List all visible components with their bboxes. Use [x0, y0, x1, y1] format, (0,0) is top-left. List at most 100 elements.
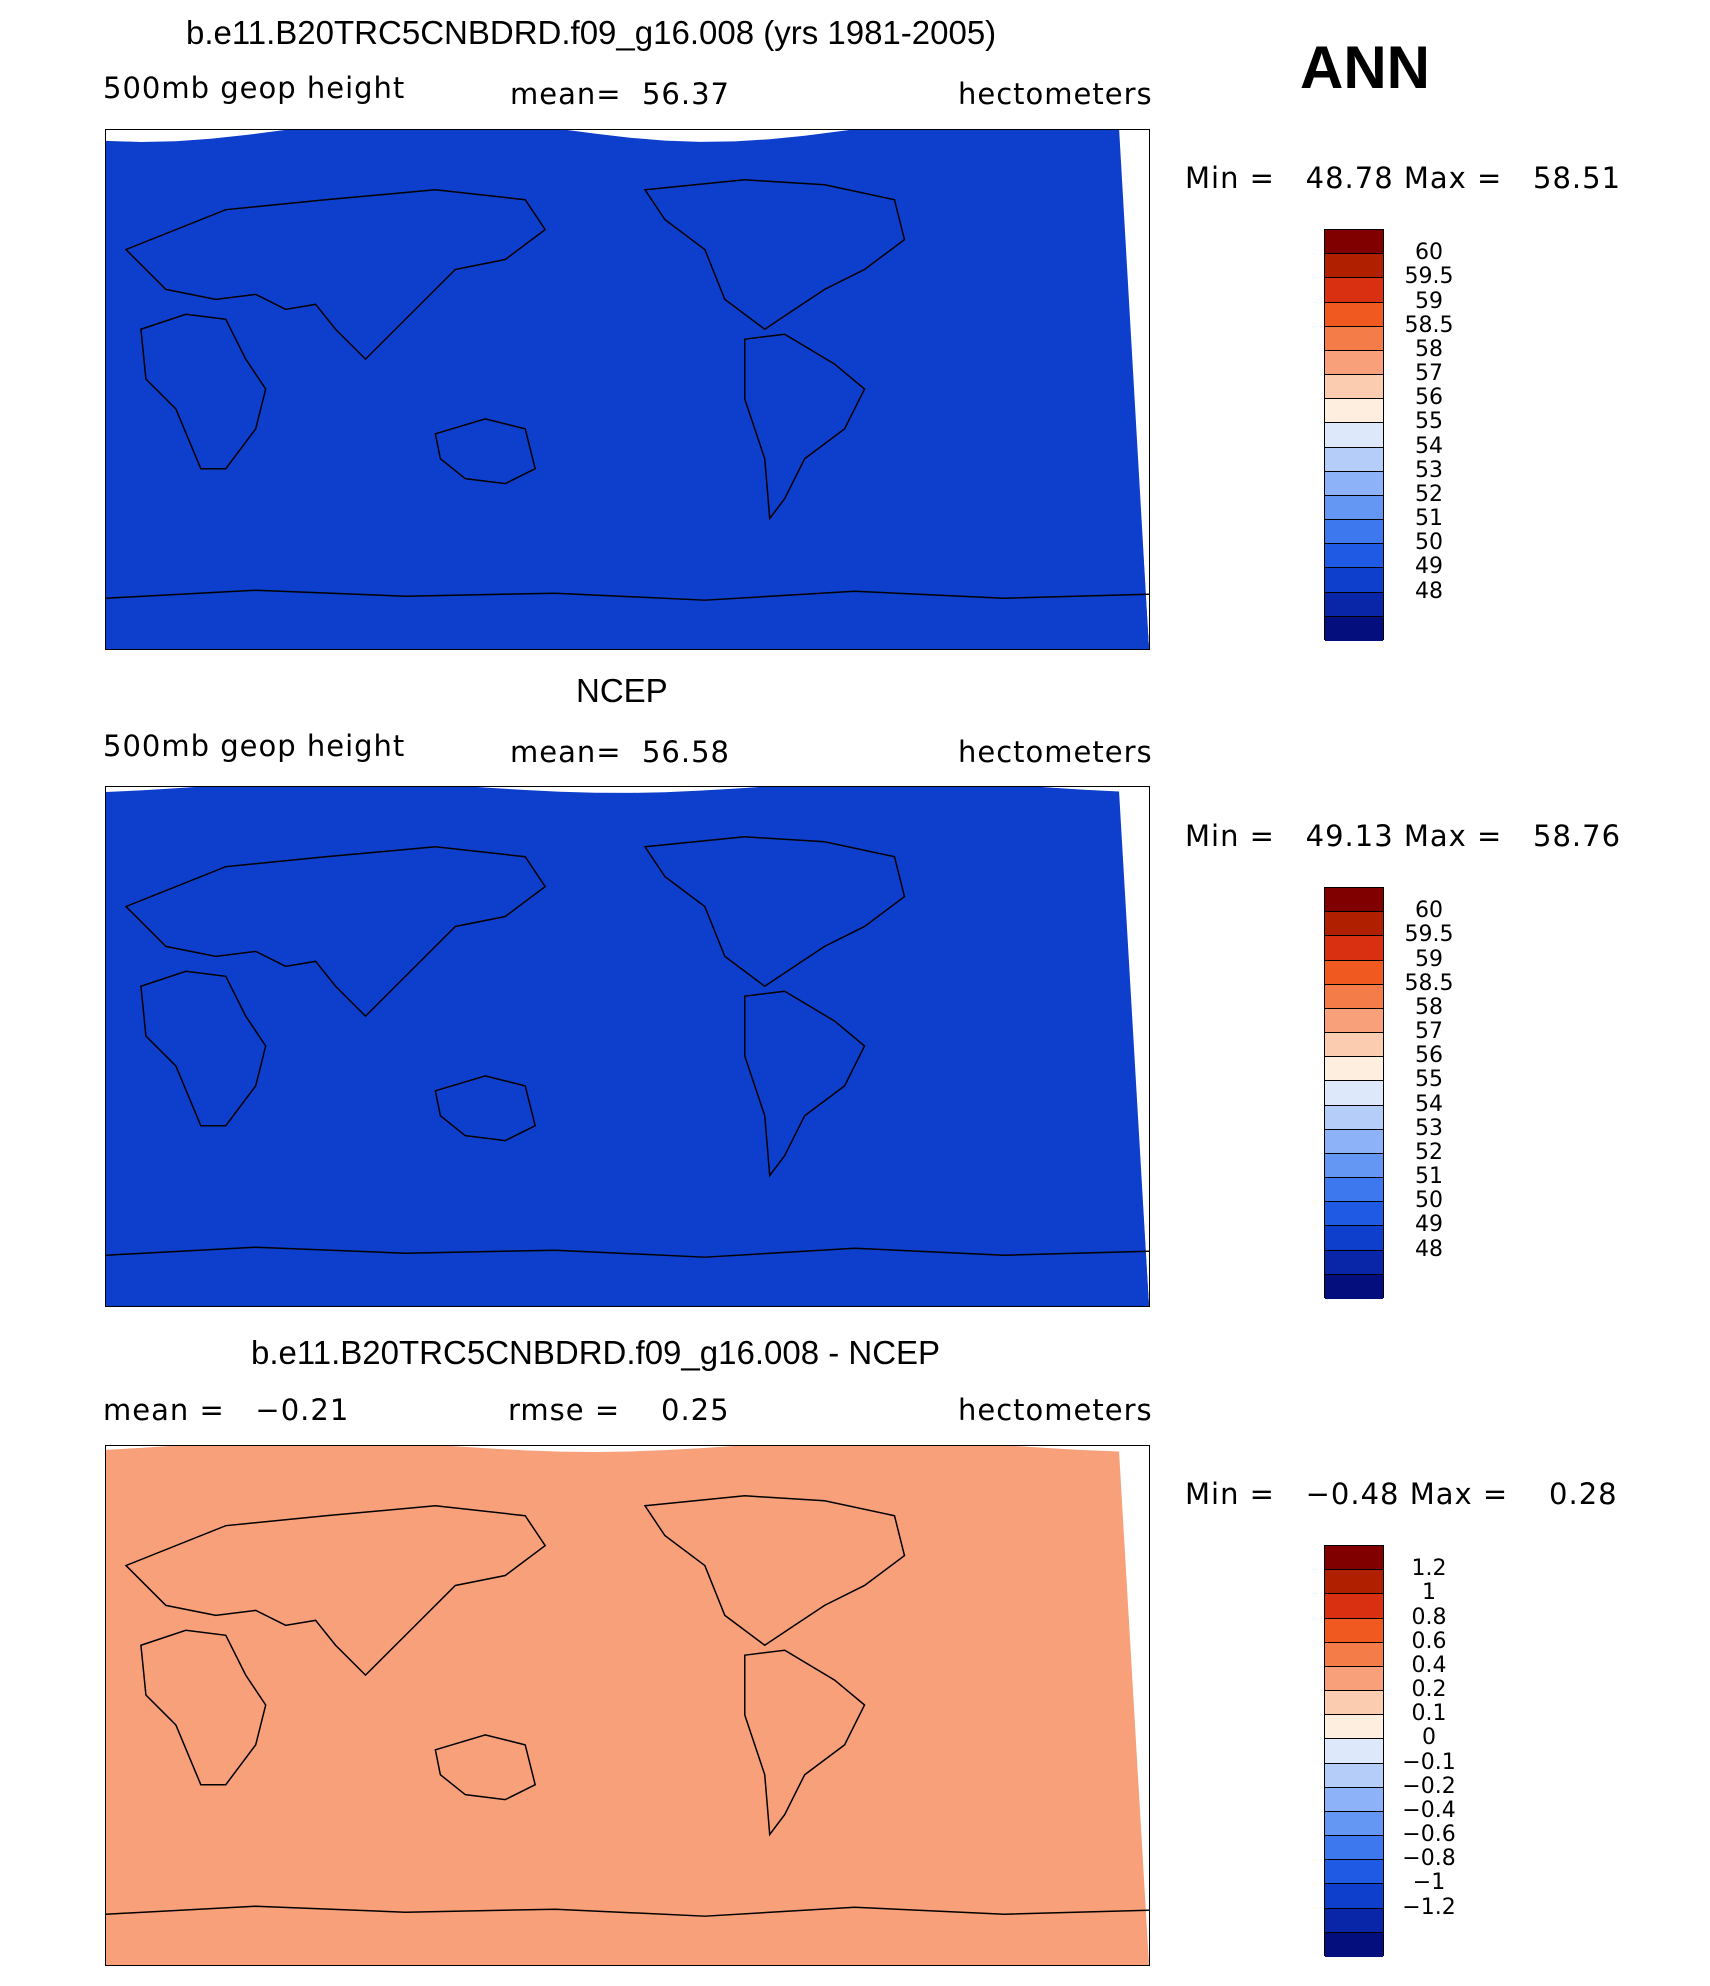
coastline [124, 1505, 547, 1677]
colorbar-cell [1325, 960, 1383, 985]
colorbar-tick-label: 0.2 [1411, 1677, 1447, 1703]
colorbar-cell [1325, 447, 1383, 472]
colorbar-cell [1325, 1153, 1383, 1179]
colorbar-cell [1325, 1594, 1383, 1619]
colorbar-cell [1325, 423, 1383, 448]
colorbar-tick-label: 1.2 [1411, 1556, 1447, 1582]
colorbar-cell [1325, 1105, 1383, 1130]
colorbar-cell [1325, 1081, 1383, 1106]
colorbar-cell [1325, 1739, 1383, 1764]
colorbar-cell [1325, 1860, 1383, 1885]
colorbar-tick-label: 59 [1415, 946, 1443, 972]
coastline [124, 846, 547, 1018]
colorbar-tick-label: 49 [1415, 554, 1443, 580]
colorbar-cell [1325, 1546, 1383, 1571]
colorbar-cell [1325, 1811, 1383, 1837]
colorbar-cell [1325, 1570, 1383, 1595]
colorbar-tick-label: −0.2 [1402, 1773, 1456, 1799]
panel-1-colorbar [1324, 229, 1384, 641]
coastline [140, 313, 267, 470]
colorbar-cell [1325, 912, 1383, 937]
coastline [140, 1629, 267, 1786]
colorbar-cell [1325, 1274, 1383, 1299]
coastline [643, 179, 906, 331]
coastline [140, 970, 267, 1127]
panel-1-minmax: Min = 48.78 Max = 58.51 [1185, 161, 1622, 195]
colorbar-cell [1325, 495, 1383, 521]
colorbar-cell [1325, 399, 1383, 424]
colorbar-cell [1325, 278, 1383, 303]
colorbar-cell [1325, 1033, 1383, 1058]
colorbar-cell [1325, 984, 1383, 1009]
coastline [106, 1905, 1149, 1917]
panel-2-map [105, 786, 1150, 1307]
panel-3-rmse: rmse = 0.25 [508, 1393, 730, 1427]
colorbar-tick-label: −1 [1412, 1870, 1446, 1896]
colorbar-tick-label: 55 [1415, 409, 1443, 435]
coastline [744, 333, 866, 521]
colorbar-cell [1325, 1691, 1383, 1716]
colorbar-cell [1325, 1666, 1383, 1692]
colorbar-cell [1325, 520, 1383, 545]
colorbar-cell [1325, 254, 1383, 279]
colorbar-cell [1325, 1250, 1383, 1275]
map-canvas [106, 130, 1149, 649]
coastline [744, 1649, 866, 1837]
colorbar-cell [1325, 1836, 1383, 1861]
colorbar-tick-label: 58 [1415, 994, 1443, 1020]
colorbar-cell [1325, 568, 1383, 593]
coastline [434, 1734, 537, 1801]
colorbar-tick-label: 57 [1415, 1019, 1443, 1045]
colorbar-tick-label: 59.5 [1404, 264, 1454, 290]
colorbar-cell [1325, 1618, 1383, 1643]
colorbar-cell [1325, 375, 1383, 400]
colorbar-tick-label: 55 [1415, 1067, 1443, 1093]
colorbar-cell [1325, 1178, 1383, 1203]
colorbar-cell [1325, 1057, 1383, 1082]
colorbar-tick-label: 57 [1415, 361, 1443, 387]
colorbar-tick-label: 53 [1415, 457, 1443, 483]
colorbar-tick-label: −0.6 [1402, 1822, 1456, 1848]
colorbar-cell [1325, 1884, 1383, 1909]
panel-3-colorbar [1324, 1545, 1384, 1957]
colorbar-tick-label: −0.4 [1402, 1797, 1456, 1823]
colorbar-cell [1325, 471, 1383, 496]
map-canvas [106, 787, 1149, 1306]
colorbar-cell [1325, 1202, 1383, 1227]
colorbar-tick-label: 58 [1415, 336, 1443, 362]
coastline [434, 1075, 537, 1142]
panel-2-colorbar [1324, 887, 1384, 1299]
coastline [106, 589, 1149, 601]
colorbar-cell [1325, 1787, 1383, 1812]
colorbar-cell [1325, 1129, 1383, 1154]
panel-1-units: hectometers [958, 77, 1153, 111]
panel-3-mean: mean = −0.21 [103, 1393, 350, 1427]
panel-1-title: b.e11.B20TRC5CNBDRD.f09_g16.008 (yrs 198… [186, 14, 997, 51]
colorbar-tick-label: 56 [1415, 385, 1443, 411]
colorbar-tick-label: 53 [1415, 1115, 1443, 1141]
colorbar-cell [1325, 1226, 1383, 1251]
coastline [643, 1495, 906, 1647]
map-canvas [106, 1446, 1149, 1965]
panel-2-units: hectometers [958, 735, 1153, 769]
colorbar-tick-label: 50 [1415, 1188, 1443, 1214]
colorbar-tick-label: 50 [1415, 530, 1443, 556]
colorbar-tick-label: 52 [1415, 1139, 1443, 1165]
colorbar-tick-label: 59.5 [1404, 922, 1454, 948]
colorbar-cell [1325, 592, 1383, 617]
colorbar-tick-label: 0.1 [1411, 1701, 1447, 1727]
panel-2-title: NCEP [576, 672, 668, 709]
contour-band [106, 130, 1149, 649]
contour-band [106, 1446, 1149, 1965]
colorbar-cell [1325, 302, 1383, 327]
panel-3-minmax: Min = −0.48 Max = 0.28 [1185, 1477, 1618, 1511]
colorbar-tick-label: 51 [1415, 506, 1443, 532]
colorbar-cell [1325, 1642, 1383, 1667]
colorbar-tick-label: 0.8 [1411, 1604, 1447, 1630]
colorbar-tick-label: 51 [1415, 1164, 1443, 1190]
panel-1-mean: mean= 56.37 [510, 77, 730, 111]
colorbar-tick-label: 60 [1415, 898, 1443, 924]
panel-3-map [105, 1445, 1150, 1966]
colorbar-tick-label: 1 [1422, 1580, 1436, 1606]
coastline [124, 189, 547, 361]
